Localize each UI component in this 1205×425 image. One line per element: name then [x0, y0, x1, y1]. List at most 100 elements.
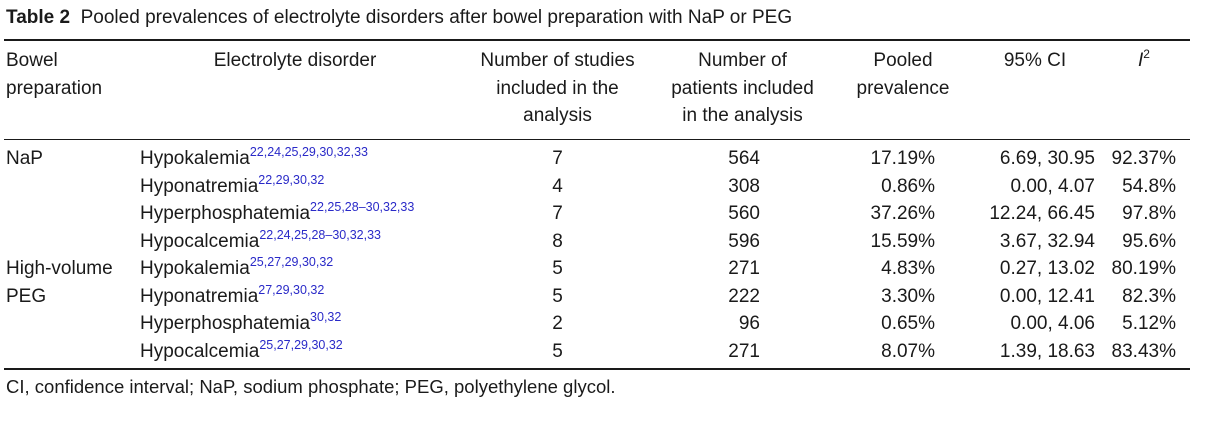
- studies-cell: 4: [552, 175, 563, 197]
- table-row: Hyperphosphatemia22,25,28–30,32,33 7 560 37…: [0, 200, 1205, 228]
- i2-base: I: [1138, 50, 1144, 71]
- ci-cell: 0.00, 4.07: [1010, 175, 1095, 197]
- header-line: included in the: [496, 77, 619, 99]
- table-label: Table 2: [6, 7, 71, 28]
- top-rule: [4, 39, 1190, 41]
- disorder-cell: Hypocalcemia25,27,29,30,32: [140, 338, 343, 366]
- studies-cell: 8: [552, 230, 563, 252]
- disorder-name: Hyperphosphatemia: [140, 203, 311, 224]
- i2-cell: 54.8%: [1122, 175, 1176, 197]
- bottom-rule: [4, 368, 1190, 370]
- prevalence-cell: 3.30%: [881, 285, 935, 307]
- reference-citations[interactable]: 22,25,28–30,32,33: [310, 200, 415, 214]
- reference-citations[interactable]: 25,27,29,30,32: [259, 337, 343, 352]
- ci-cell: 0.00, 4.06: [1010, 313, 1095, 334]
- table-row: NaP Hypokalemia22,24,25,29,30,32,33 7 564 17…: [0, 145, 1205, 173]
- i2-cell: 5.12%: [1122, 313, 1176, 334]
- disorder-name: Hypokalemia: [140, 148, 250, 169]
- reference-citations[interactable]: 22,29,30,32: [258, 172, 325, 187]
- header-line: patients included: [671, 77, 814, 99]
- disorder-name: Hypocalcemia: [140, 230, 260, 252]
- ci-cell: 0.00, 12.41: [999, 285, 1095, 307]
- studies-cell: 7: [552, 203, 563, 224]
- prevalence-cell: 15.59%: [870, 230, 935, 252]
- table-row: Hypocalcemia22,24,25,28–30,32,33 8 596 15.5…: [0, 228, 1205, 256]
- reference-citations[interactable]: 22,24,25,28–30,32,33: [259, 227, 381, 242]
- patients-cell: 564: [728, 148, 760, 169]
- header-line: Bowel: [6, 50, 58, 71]
- header-line: 95% CI: [1003, 50, 1067, 71]
- header-95-ci: 95% CI: [985, 47, 1085, 75]
- studies-cell: 7: [552, 148, 563, 169]
- disorder-name: Hyperphosphatemia: [140, 313, 311, 334]
- disorder-name: Hyponatremia: [140, 175, 259, 197]
- header-bowel-preparation: Bowel preparation: [6, 47, 102, 102]
- table-row: High-volume Hypokalemia25,27,29,30,32 5 271…: [0, 255, 1205, 283]
- i2-cell: 82.3%: [1122, 285, 1176, 307]
- disorder-cell: Hypokalemia22,24,25,29,30,32,33: [140, 145, 368, 173]
- header-pooled-prevalence: Pooled prevalence: [843, 47, 963, 102]
- reference-citations[interactable]: 27,29,30,32: [258, 282, 325, 297]
- header-number-of-patients: Number of patients included in the analy…: [655, 47, 830, 130]
- table-row: Hypocalcemia25,27,29,30,32 5 271 8.07% 1.39,…: [0, 338, 1205, 366]
- reference-citations[interactable]: 30,32: [310, 310, 342, 324]
- prevalence-cell: 37.26%: [870, 203, 935, 224]
- i2-cell: 83.43%: [1111, 340, 1176, 362]
- ci-cell: 12.24, 66.45: [989, 203, 1095, 224]
- table-footnote: CI, confidence interval; NaP, sodium pho…: [6, 376, 616, 397]
- patients-cell: 271: [728, 340, 760, 362]
- reference-citations[interactable]: 25,27,29,30,32: [249, 255, 334, 269]
- header-line: Number of: [698, 50, 787, 71]
- header-rule: [4, 139, 1190, 140]
- ci-cell: 1.39, 18.63: [999, 340, 1095, 362]
- table-row: Hyponatremia22,29,30,32 4 308 0.86% 0.00, 4.…: [0, 173, 1205, 201]
- i2-sup: 2: [1143, 47, 1150, 61]
- disorder-name: Hyponatremia: [140, 285, 259, 307]
- prevalence-cell: 17.19%: [870, 148, 935, 169]
- header-line: prevalence: [856, 77, 950, 99]
- disorder-cell: Hyperphosphatemia22,25,28–30,32,33: [140, 200, 414, 228]
- table-row: PEG Hyponatremia27,29,30,32 5 222 3.30% 0.00,…: [0, 283, 1205, 311]
- i2-cell: 92.37%: [1111, 148, 1176, 169]
- ci-cell: 6.69, 30.95: [999, 148, 1095, 169]
- header-line: Number of studies: [480, 50, 635, 71]
- disorder-cell: Hyponatremia22,29,30,32: [140, 173, 324, 201]
- studies-cell: 5: [552, 340, 563, 362]
- prevalence-cell: 8.07%: [881, 340, 935, 362]
- disorder-cell: Hypokalemia25,27,29,30,32: [140, 255, 333, 283]
- disorder-name: Hypokalemia: [140, 258, 250, 279]
- table-row: Hyperphosphatemia30,32 2 96 0.65% 0.00, 4.06…: [0, 310, 1205, 338]
- patients-cell: 596: [728, 230, 760, 252]
- i2-cell: 80.19%: [1111, 258, 1176, 279]
- reference-citations[interactable]: 22,24,25,29,30,32,33: [249, 145, 368, 159]
- table-title: Pooled prevalences of electrolyte disord…: [80, 7, 793, 28]
- group-cell: NaP: [6, 148, 43, 169]
- group-cell: High-volume: [6, 258, 113, 279]
- ci-cell: 0.27, 13.02: [999, 258, 1095, 279]
- disorder-name: Hypocalcemia: [140, 340, 260, 362]
- header-line: analysis: [523, 105, 592, 126]
- header-line: Electrolyte disorder: [213, 50, 377, 71]
- studies-cell: 5: [552, 258, 563, 279]
- patients-cell: 96: [738, 313, 760, 334]
- prevalence-cell: 0.86%: [881, 175, 935, 197]
- header-number-of-studies: Number of studies included in the analys…: [470, 47, 645, 130]
- patients-cell: 271: [728, 258, 760, 279]
- ci-cell: 3.67, 32.94: [999, 230, 1095, 252]
- header-line: in the analysis: [682, 105, 803, 126]
- header-line: preparation: [6, 77, 103, 99]
- header-line: Pooled: [873, 50, 933, 71]
- i2-cell: 95.6%: [1122, 230, 1176, 252]
- i2-cell: 97.8%: [1122, 203, 1176, 224]
- prevalence-cell: 4.83%: [881, 258, 935, 279]
- patients-cell: 308: [728, 175, 760, 197]
- disorder-cell: Hypocalcemia22,24,25,28–30,32,33: [140, 228, 381, 256]
- prevalence-cell: 0.65%: [881, 313, 935, 334]
- table-caption: Table 2 Pooled prevalences of electrolyt…: [6, 7, 792, 29]
- header-i-squared: I2: [1138, 47, 1150, 75]
- disorder-cell: Hyperphosphatemia30,32: [140, 310, 341, 338]
- patients-cell: 560: [728, 203, 760, 224]
- studies-cell: 5: [552, 285, 563, 307]
- group-cell: PEG: [6, 285, 47, 307]
- header-electrolyte-disorder: Electrolyte disorder: [195, 47, 395, 75]
